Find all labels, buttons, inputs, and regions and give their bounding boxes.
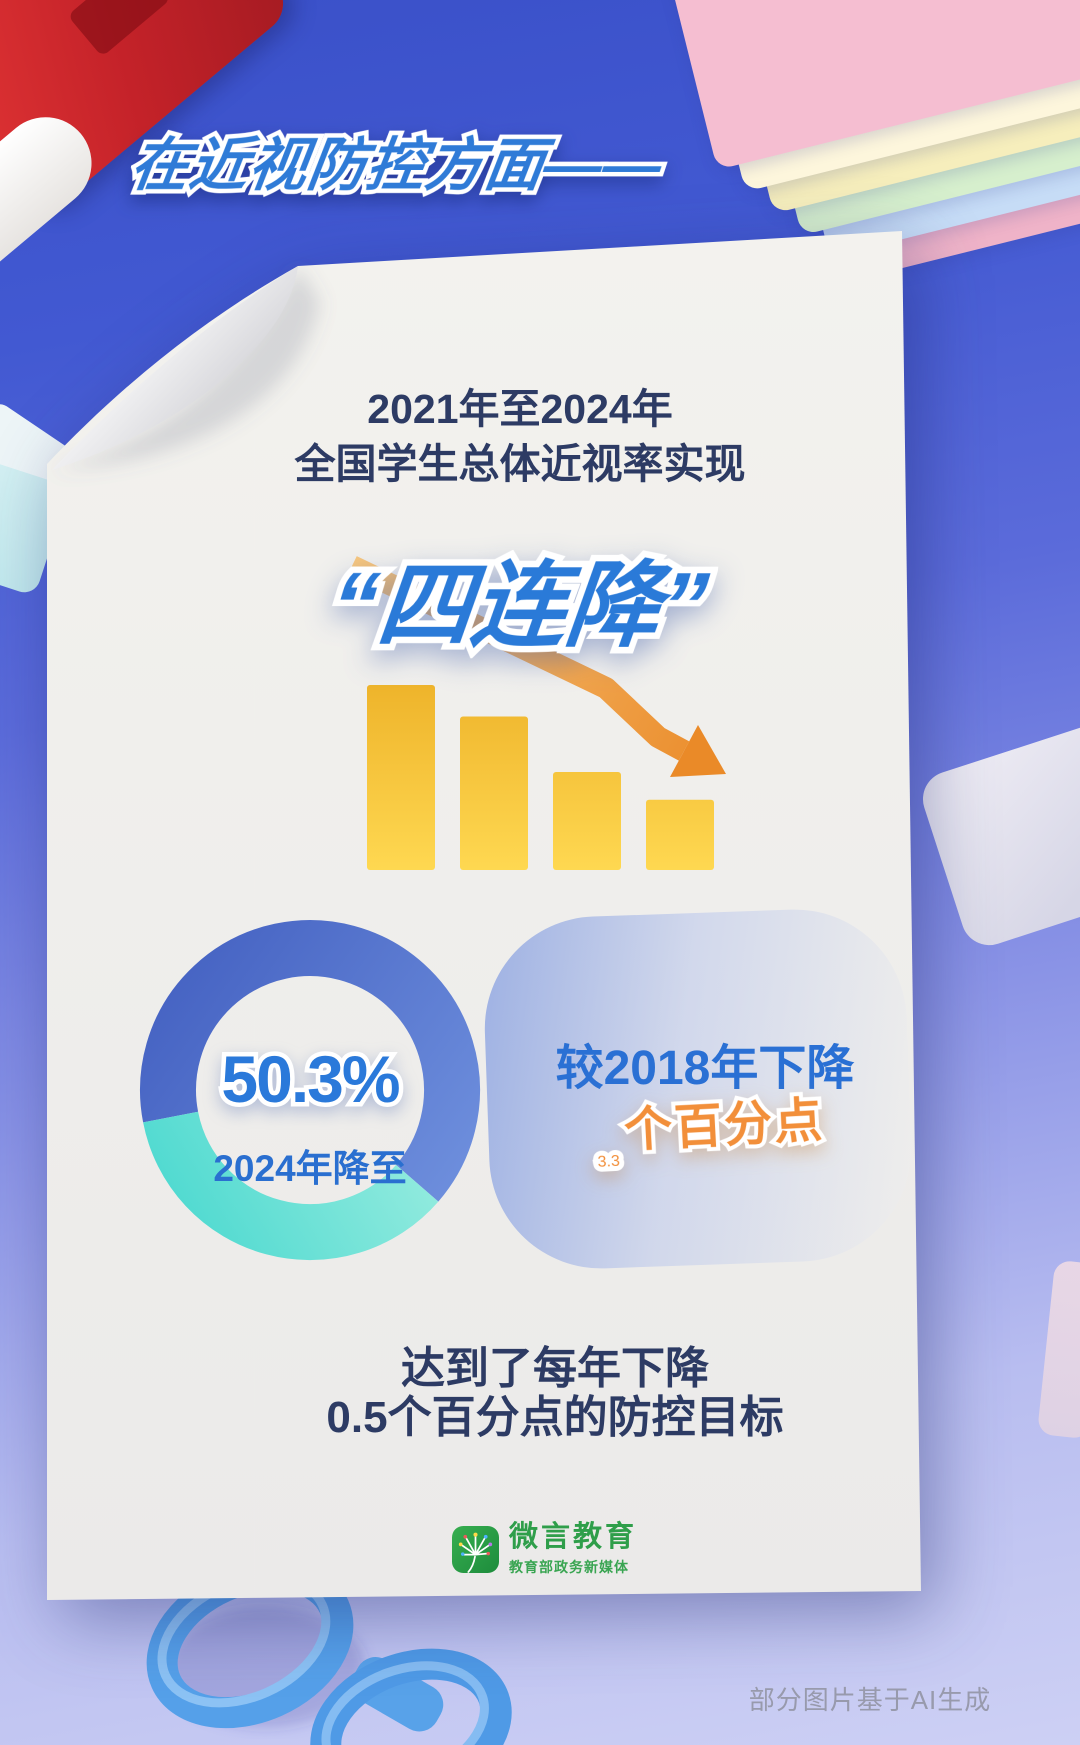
- ai-generated-note: 部分图片基于AI生成: [748, 1685, 992, 1715]
- donut-value-wrap: 50.3% 50.3%: [135, 1042, 485, 1117]
- goal-paragraph: 达到了每年下降 0.5个百分点的防控目标: [80, 1344, 1030, 1443]
- scissors-decoration: [146, 1559, 512, 1745]
- logo-title: 微言教育: [509, 1521, 638, 1553]
- comparison-line: 较2018年下降: [555, 1042, 855, 1095]
- intro-line-1: 2021年至2024年: [367, 386, 673, 432]
- headline-text: 在近视防控方面——: [126, 133, 667, 198]
- comparison-value: 3.3: [597, 1152, 621, 1171]
- intro-line-2: 全国学生总体近视率实现: [294, 440, 746, 487]
- logo-text-block: 微言教育 教育部政务新媒体: [509, 1522, 637, 1577]
- donut-value: 50.3%: [221, 1042, 400, 1116]
- highlight-text: “四连降”: [325, 553, 713, 658]
- donut-caption: 2024年降至: [213, 1148, 407, 1189]
- weiyan-education-logo: 微言教育 教育部政务新媒体: [452, 1522, 637, 1577]
- highlight-wrap: “四连降” “四连降”: [60, 530, 980, 666]
- comparison-unit: 个百分点: [622, 1094, 826, 1158]
- headline: 在近视防控方面—— 在近视防控方面——: [122, 118, 671, 203]
- page-corner-fold: [52, 266, 298, 470]
- dandelion-logo-icon: [452, 1526, 499, 1574]
- logo-subtitle: 教育部政务新媒体: [509, 1559, 629, 1576]
- goal-line-1: 达到了每年下降: [401, 1344, 709, 1393]
- goal-line-2: 0.5个百分点的防控目标: [326, 1393, 784, 1443]
- intro-paragraph: 2021年至2024年 全国学生总体近视率实现: [60, 382, 980, 491]
